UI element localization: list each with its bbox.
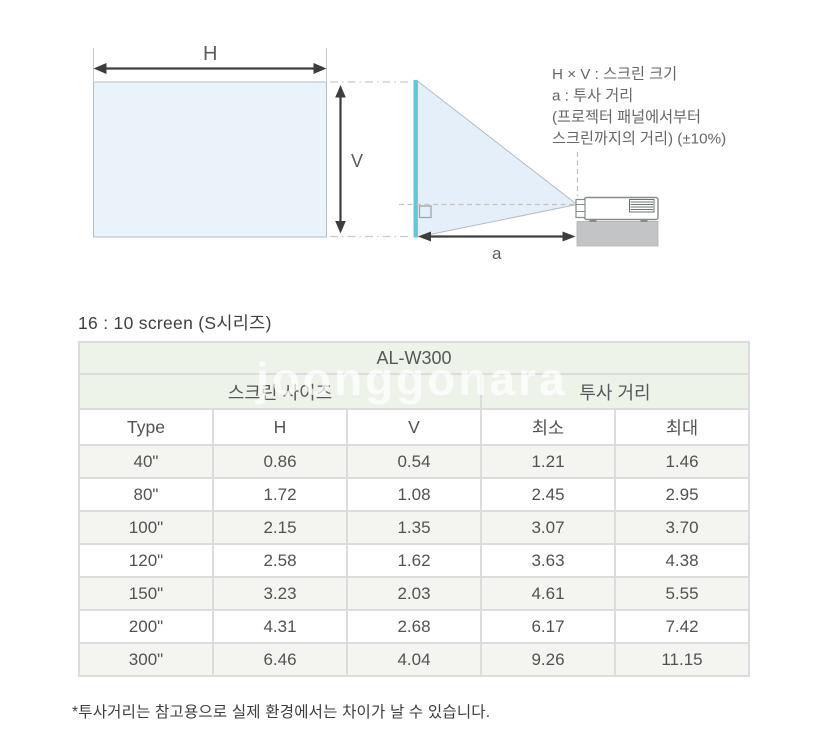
- col-header-type: Type: [78, 408, 214, 446]
- spec-table-wrap: AL-W300 스크린 사이즈 투사 거리 Type H V 최소 최대 40"…: [77, 341, 751, 677]
- cell-max: 7.42: [613, 609, 751, 644]
- projector-lens: [575, 198, 586, 219]
- cell-h: 1.72: [212, 477, 348, 512]
- cell-v: 1.62: [346, 543, 482, 578]
- cell-max: 4.38: [613, 543, 751, 578]
- group-header-screen-size: 스크린 사이즈: [78, 373, 482, 410]
- table-row: 150" 3.23 2.03 4.61 5.55: [78, 576, 751, 611]
- cell-v: 0.54: [346, 444, 482, 479]
- h-dimension-label: H: [203, 43, 217, 65]
- projector-foot-rear: [640, 219, 648, 222]
- col-header-h: H: [212, 408, 348, 446]
- legend-line-3: (프로젝터 패널에서부터: [552, 109, 701, 126]
- table-row: 80" 1.72 1.08 2.45 2.95: [78, 477, 751, 512]
- cell-max: 2.95: [613, 477, 751, 512]
- footnote: *투사거리는 참고용으로 실제 환경에서는 차이가 날 수 있습니다.: [72, 704, 491, 721]
- table-row: 200" 4.31 2.68 6.17 7.42: [78, 609, 751, 644]
- cell-h: 4.31: [212, 609, 348, 644]
- a-arrowhead-left: [418, 231, 431, 242]
- cell-min: 4.61: [480, 576, 616, 611]
- cell-type: 150": [78, 576, 214, 611]
- cell-min: 3.07: [480, 510, 616, 545]
- column-header-row: Type H V 최소 최대: [78, 408, 751, 446]
- cell-v: 4.04: [346, 642, 482, 677]
- cell-min: 9.26: [480, 642, 616, 677]
- cell-min: 3.63: [480, 543, 616, 578]
- cell-min: 1.21: [480, 444, 616, 479]
- cell-v: 1.08: [346, 477, 482, 512]
- a-arrowhead-right: [562, 231, 576, 242]
- cell-type: 100": [78, 510, 214, 545]
- cell-h: 3.23: [212, 576, 348, 611]
- col-header-min: 최소: [480, 408, 616, 446]
- cell-h: 2.58: [212, 543, 348, 578]
- col-header-max: 최대: [613, 408, 751, 446]
- table-row: 120" 2.58 1.62 3.63 4.38: [78, 543, 751, 578]
- cell-max: 3.70: [613, 510, 751, 545]
- cell-v: 2.68: [346, 609, 482, 644]
- projection-distance-table: AL-W300 스크린 사이즈 투사 거리 Type H V 최소 최대 40"…: [77, 341, 751, 677]
- projector-vent-grille: [629, 199, 655, 213]
- v-arrowhead-top: [335, 85, 346, 98]
- cell-type: 80": [78, 477, 214, 512]
- h-arrowhead-right: [313, 63, 327, 74]
- projector-stand: [576, 221, 659, 247]
- table-row: 100" 2.15 1.35 3.07 3.70: [78, 510, 751, 545]
- cell-type: 120": [78, 543, 214, 578]
- table-row: 40" 0.86 0.54 1.21 1.46: [78, 444, 751, 479]
- cell-max: 11.15: [613, 642, 751, 677]
- a-dimension-label: a: [492, 244, 502, 263]
- section-title: 16 : 10 screen (S시리즈): [78, 313, 272, 333]
- legend-line-2: a : 투사 거리: [552, 88, 633, 105]
- projector-foot-front: [589, 219, 597, 222]
- legend-line-1: H × V : 스크린 크기: [552, 66, 677, 83]
- cell-h: 6.46: [212, 642, 348, 677]
- cell-v: 1.35: [346, 510, 482, 545]
- model-header-row: AL-W300: [77, 341, 751, 375]
- cell-h: 0.86: [212, 444, 348, 479]
- cell-type: 300": [78, 642, 214, 677]
- v-dimension-label: V: [351, 151, 363, 171]
- cell-max: 5.55: [613, 576, 751, 611]
- cell-max: 1.46: [613, 444, 751, 479]
- group-header-projection-distance: 투사 거리: [479, 373, 751, 410]
- cell-v: 2.03: [346, 576, 482, 611]
- projection-diagram: H V a H × V : 스크린: [93, 43, 726, 263]
- col-header-v: V: [346, 408, 482, 446]
- model-name: AL-W300: [77, 341, 751, 375]
- h-arrowhead-left: [93, 63, 107, 74]
- group-header-row: 스크린 사이즈 투사 거리: [78, 373, 751, 410]
- legend-line-4: 스크린까지의 거리) (±10%): [552, 131, 726, 148]
- cell-min: 2.45: [480, 477, 616, 512]
- table-row: 300" 6.46 4.04 9.26 11.15: [78, 642, 751, 677]
- right-angle-marker: [418, 205, 432, 219]
- cell-type: 200": [78, 609, 214, 644]
- cell-type: 40": [78, 444, 214, 479]
- cell-h: 2.15: [212, 510, 348, 545]
- screen-front-rect: [93, 81, 327, 238]
- cell-min: 6.17: [480, 609, 616, 644]
- v-arrowhead-bottom: [335, 221, 346, 234]
